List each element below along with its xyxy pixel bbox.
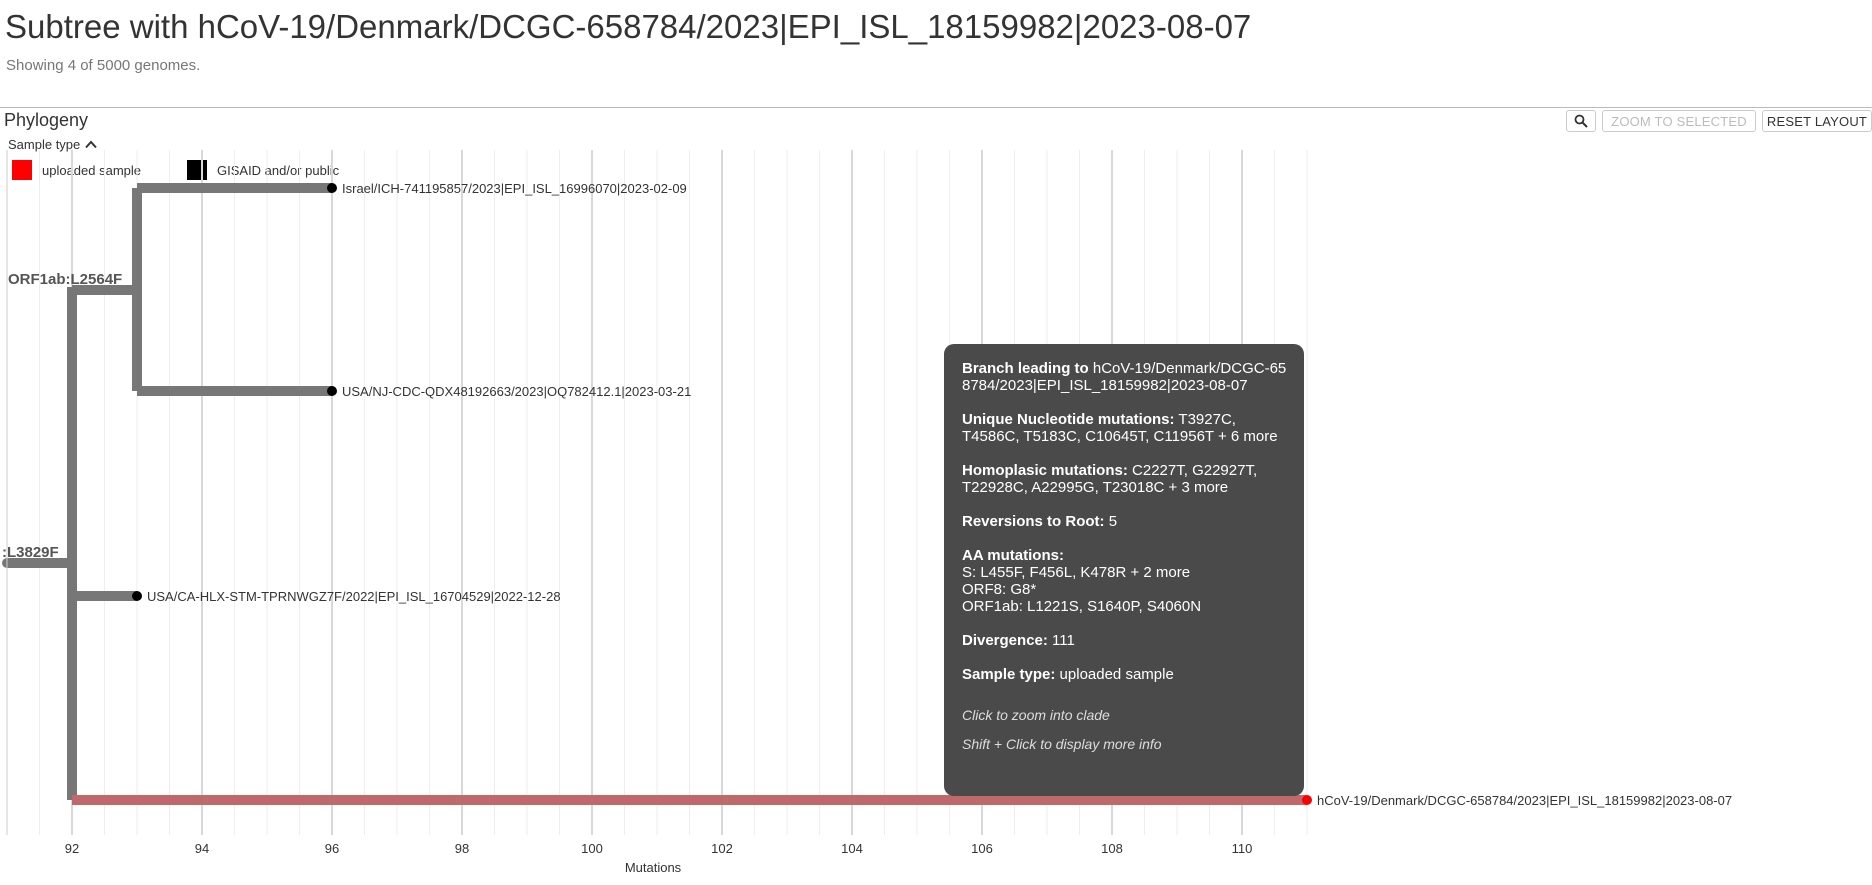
tooltip-aa-line: ORF8: G8* <box>962 581 1037 598</box>
x-axis: 92 94 96 98 100 102 104 106 108 110 Mutations <box>6 150 1253 875</box>
legend-item-uploaded[interactable]: uploaded sample <box>12 160 141 180</box>
legend-toggle[interactable]: Sample type <box>8 137 98 152</box>
panel-title: Phylogeny <box>4 110 89 130</box>
tip-label: USA/NJ-CDC-QDX48192663/2023|OQ782412.1|2… <box>342 384 691 399</box>
x-tick-label: 100 <box>581 841 603 856</box>
tooltip-unique-value: T3927C, T4586C, T5183C, C10645T, C11956T… <box>962 411 1278 445</box>
tooltip-divergence-value: 111 <box>1052 632 1075 649</box>
branches: ORF1ab:L2564F :L3829F <box>2 183 1307 805</box>
tooltip-branch-value: hCoV-19/Denmark/DCGC-658784/2023|EPI_ISL… <box>962 360 1287 394</box>
tip-node[interactable] <box>327 386 337 396</box>
tip-labels: Israel/ICH-741195857/2023|EPI_ISL_169960… <box>147 181 1732 808</box>
tooltip-branch-label: Branch leading to <box>962 360 1089 377</box>
tooltip-homoplasic-value: C2227T, G22927T, T22928C, A22995G, T2301… <box>962 462 1258 496</box>
zoom-button[interactable] <box>1566 110 1596 132</box>
page-title: Subtree with hCoV-19/Denmark/DCGC-658784… <box>5 8 1252 45</box>
x-tick-label: 92 <box>65 841 79 856</box>
branch-label: ORF1ab:L2564F <box>8 271 122 288</box>
x-tick-label: 96 <box>325 841 339 856</box>
reset-layout-button[interactable]: RESET LAYOUT <box>1762 110 1872 132</box>
tooltip-hint-shift: Shift + Click to display more info <box>962 736 1162 752</box>
tip-label: Israel/ICH-741195857/2023|EPI_ISL_169960… <box>342 181 687 196</box>
divider <box>0 107 1872 108</box>
phylogeny-tree[interactable]: ORF1ab:L2564F :L3829F Israel/ICH-74119585… <box>0 150 1872 885</box>
x-tick-label: 94 <box>195 841 209 856</box>
tooltip-sample-type-value: uploaded sample <box>1059 666 1174 683</box>
tooltip-hint-click: Click to zoom into clade <box>962 707 1110 723</box>
x-axis-label: Mutations <box>625 860 682 875</box>
branch-label: :L3829F <box>2 544 59 561</box>
branch-tooltip: Branch leading to hCoV-19/Denmark/DCGC-6… <box>944 344 1304 796</box>
tooltip-sample-type-label: Sample type: <box>962 666 1056 683</box>
magnifier-icon <box>1574 114 1588 128</box>
tooltip-homoplasic-label: Homoplasic mutations: <box>962 462 1128 479</box>
tooltip-unique-label: Unique Nucleotide mutations: <box>962 411 1175 428</box>
zoom-to-selected-button[interactable]: ZOOM TO SELECTED <box>1602 110 1756 132</box>
tip-node[interactable] <box>327 183 337 193</box>
tip-nodes <box>132 183 1312 805</box>
x-tick-label: 110 <box>1232 841 1253 856</box>
chevron-up-icon <box>85 140 98 149</box>
tooltip-reversions-label: Reversions to Root: <box>962 513 1105 530</box>
legend-label: GISAID and/or public <box>217 162 340 178</box>
tooltip-aa-line: S: L455F, F456L, K478R + 2 more <box>962 564 1191 581</box>
tooltip-divergence-label: Divergence: <box>962 632 1048 649</box>
tooltip-aa-label: AA mutations: <box>962 547 1064 564</box>
tooltip-reversions-value: 5 <box>1108 513 1118 530</box>
legend-title: Sample type <box>8 137 81 152</box>
legend-label: uploaded sample <box>42 162 142 178</box>
genome-count: Showing 4 of 5000 genomes. <box>6 57 201 74</box>
tooltip-aa-line: ORF1ab: L1221S, S1640P, S4060N <box>962 598 1202 615</box>
x-tick-label: 98 <box>455 841 469 856</box>
tip-label: hCoV-19/Denmark/DCGC-658784/2023|EPI_ISL… <box>1317 793 1732 808</box>
x-tick-label: 102 <box>711 841 733 856</box>
x-tick-label: 104 <box>841 841 863 856</box>
tip-node[interactable] <box>1302 795 1312 805</box>
tip-node[interactable] <box>132 591 142 601</box>
x-tick-label: 106 <box>971 841 993 856</box>
x-tick-label: 108 <box>1101 841 1123 856</box>
legend-swatch-uploaded <box>12 160 32 180</box>
tip-label: USA/CA-HLX-STM-TPRNWGZ7F/2022|EPI_ISL_16… <box>147 589 561 604</box>
